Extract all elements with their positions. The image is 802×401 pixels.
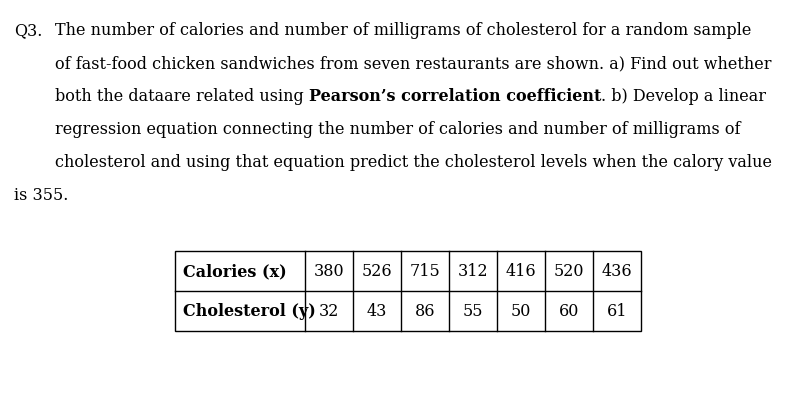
Text: both the dataare related using: both the dataare related using (55, 88, 309, 105)
Text: regression equation connecting the number of calories and number of milligrams o: regression equation connecting the numbe… (55, 121, 739, 138)
Text: 312: 312 (457, 263, 488, 280)
Text: 520: 520 (553, 263, 584, 280)
Text: 32: 32 (318, 303, 338, 320)
Text: . b) Develop a linear: . b) Develop a linear (601, 88, 765, 105)
Text: is 355.: is 355. (14, 186, 68, 203)
Text: Cholesterol (y): Cholesterol (y) (183, 303, 315, 320)
Text: 715: 715 (409, 263, 439, 280)
Text: 60: 60 (558, 303, 578, 320)
Text: 526: 526 (361, 263, 392, 280)
Text: 416: 416 (505, 263, 536, 280)
Text: of fast-food chicken sandwiches from seven restaurants are shown. a) Find out wh: of fast-food chicken sandwiches from sev… (55, 55, 771, 72)
Text: 436: 436 (601, 263, 631, 280)
Text: cholesterol and using that equation predict the cholesterol levels when the calo: cholesterol and using that equation pred… (55, 154, 771, 170)
Text: 86: 86 (415, 303, 435, 320)
Text: 55: 55 (462, 303, 483, 320)
Text: 43: 43 (367, 303, 387, 320)
Text: Calories (x): Calories (x) (183, 263, 286, 280)
Text: Pearson’s correlation coefficient: Pearson’s correlation coefficient (309, 88, 601, 105)
Text: 61: 61 (606, 303, 626, 320)
Bar (175, 251, 640, 331)
Text: The number of calories and number of milligrams of cholesterol for a random samp: The number of calories and number of mil… (55, 22, 751, 39)
Text: 380: 380 (314, 263, 344, 280)
Text: 50: 50 (510, 303, 531, 320)
Text: Q3.: Q3. (14, 22, 43, 39)
